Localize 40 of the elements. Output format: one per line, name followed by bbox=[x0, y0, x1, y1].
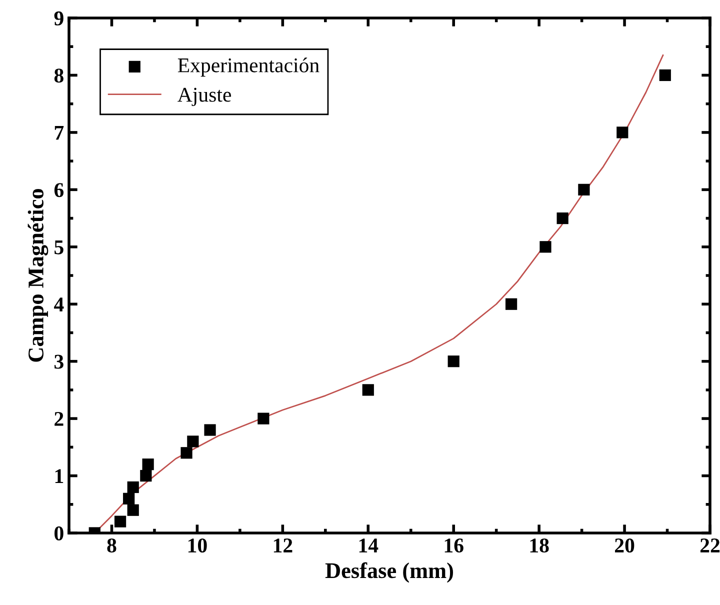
point bbox=[204, 424, 216, 436]
y-axis-title: Campo Magnético bbox=[28, 189, 48, 362]
y-tick-label: 5 bbox=[54, 240, 64, 254]
point bbox=[180, 447, 192, 459]
x-tick-label: 16 bbox=[444, 538, 464, 553]
y-tick-label: 9 bbox=[54, 11, 64, 26]
point bbox=[187, 436, 199, 448]
y-tick-label: 6 bbox=[54, 183, 64, 198]
point bbox=[142, 458, 154, 470]
legend-label: Ajuste bbox=[178, 88, 232, 106]
y-tick-label: 1 bbox=[55, 469, 64, 484]
point bbox=[448, 356, 460, 368]
point bbox=[556, 212, 568, 224]
y-tick-label: 2 bbox=[54, 412, 64, 426]
point bbox=[540, 241, 552, 253]
y-tick-label: 4 bbox=[54, 298, 64, 312]
x-tick-label: 22 bbox=[700, 538, 720, 552]
x-tick-label: 14 bbox=[359, 538, 378, 552]
point bbox=[362, 384, 374, 396]
y-tick-label: 0 bbox=[54, 526, 64, 540]
x-tick-label: 10 bbox=[188, 538, 207, 553]
point bbox=[127, 481, 139, 494]
point bbox=[659, 69, 671, 82]
point bbox=[127, 504, 139, 516]
point bbox=[616, 126, 628, 138]
x-axis-title: Desfase (mm) bbox=[325, 562, 454, 583]
point bbox=[505, 298, 518, 310]
point bbox=[578, 184, 590, 196]
point bbox=[140, 470, 152, 482]
y-tick-label: 8 bbox=[54, 68, 64, 83]
point bbox=[258, 412, 270, 424]
point bbox=[123, 492, 135, 504]
point bbox=[114, 516, 126, 528]
y-tick-label: 3 bbox=[54, 354, 64, 369]
x-tick-label: 18 bbox=[530, 538, 549, 553]
y-tick-label: 7 bbox=[54, 126, 64, 140]
legend-label: Experimentación bbox=[178, 58, 320, 77]
x-tick-label: 20 bbox=[614, 538, 634, 553]
x-tick-label: 12 bbox=[274, 538, 292, 552]
x-tick-label: 8 bbox=[107, 538, 116, 553]
